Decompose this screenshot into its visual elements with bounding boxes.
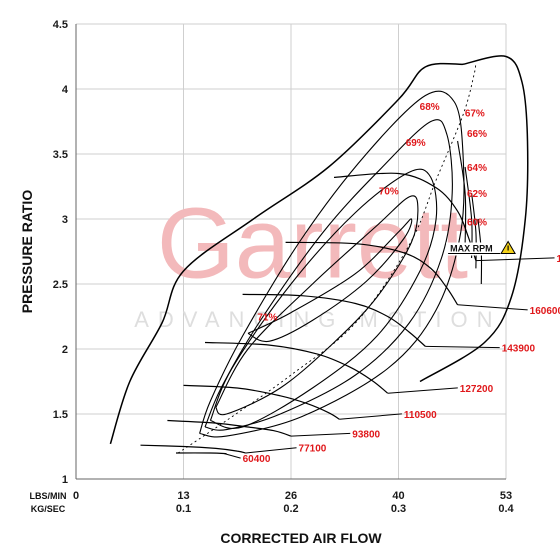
rpm-leader-line	[224, 453, 241, 459]
efficiency-island-70	[215, 195, 419, 416]
y-axis-title: PRESSURE RATIO	[19, 190, 35, 314]
rpm-leader-line	[457, 304, 528, 311]
chart-labels: 60400 77100 93800 110500 127200 143900 160600 1…	[243, 102, 560, 465]
x-tick-label-primary: 13	[177, 490, 189, 502]
rpm-label-60400: 60400	[243, 454, 271, 465]
rpm-leader-line	[339, 413, 402, 420]
surge-line	[109, 62, 464, 445]
map-lines	[109, 55, 555, 459]
efficiency-label-66: 66%	[467, 129, 487, 140]
y-tick-label: 1.5	[53, 409, 68, 421]
speed-line-93800	[167, 419, 292, 437]
x-tick-label-secondary: 0.3	[391, 503, 406, 515]
y-tick-label: 3	[62, 214, 68, 226]
max-rpm-label: MAX RPM	[450, 244, 493, 254]
x-tick-label-secondary: 0.1	[176, 503, 191, 515]
efficiency-label-60: 60%	[467, 218, 487, 229]
y-tick-label: 4.5	[53, 19, 68, 31]
efficiency-label-68: 68%	[420, 102, 440, 113]
rpm-label-177800: 177800	[557, 254, 560, 265]
rpm-label-143900: 143900	[502, 344, 536, 355]
speed-line-60400	[175, 452, 227, 455]
y-tick-label: 2.5	[53, 279, 68, 291]
max-rpm-bg	[446, 242, 507, 256]
efficiency-label-67: 67%	[465, 108, 485, 119]
x-tick-label-primary: 53	[500, 490, 512, 502]
x-unit-label-secondary: KG/SEC	[31, 504, 66, 514]
efficiency-label-70: 70%	[379, 186, 399, 197]
axes: 1 1.5 2 2.5 3 3.5 4 4.5 0 13 26 40 53 0.1 0.2 0.3 0.4 LBS…	[19, 19, 515, 546]
watermark-tagline: ADVANCING MOTION	[134, 307, 501, 332]
rpm-leader-line	[425, 345, 500, 349]
x-tick-label-primary: 40	[392, 490, 404, 502]
x-tick-label-primary: 26	[285, 490, 297, 502]
rpm-leader-line	[290, 432, 351, 437]
y-tick-label: 2	[62, 344, 68, 356]
peak-efficiency-line	[177, 62, 477, 454]
watermark-brand: Garrett	[157, 188, 468, 300]
x-axis-title: CORRECTED AIR FLOW	[220, 530, 382, 546]
watermark: Garrett ADVANCING MOTION	[134, 188, 501, 332]
y-tick-label: 4	[62, 84, 69, 96]
efficiency-label-64: 64%	[467, 163, 487, 174]
x-tick-label-primary: 0	[73, 490, 79, 502]
speed-line-160600	[285, 241, 459, 306]
efficiency-label-62: 62%	[467, 189, 487, 200]
speed-line-127200	[204, 341, 389, 394]
rpm-leader-line	[245, 447, 297, 454]
x-unit-label-primary: LBS/MIN	[30, 491, 67, 501]
rpm-label-77100: 77100	[299, 444, 327, 455]
rpm-leader-line	[475, 257, 555, 262]
rpm-label-160600: 160600	[530, 306, 560, 317]
speed-line-110500	[183, 384, 340, 420]
y-tick-label: 1	[62, 474, 68, 486]
choke-line	[419, 55, 529, 383]
efficiency-label-69: 69%	[406, 138, 426, 149]
x-tick-label-secondary: 0.2	[283, 503, 298, 515]
speed-line-177800	[333, 172, 477, 261]
rpm-leader-line	[387, 387, 458, 394]
rpm-label-127200: 127200	[460, 384, 494, 395]
efficiency-island-69	[209, 168, 438, 429]
efficiency-island-66	[457, 140, 467, 246]
speed-line-77100	[140, 444, 246, 454]
efficiency-island-67	[199, 90, 465, 438]
efficiency-island-68	[204, 119, 453, 431]
rpm-label-110500: 110500	[404, 410, 437, 421]
efficiency-island-71	[247, 218, 413, 343]
x-tick-label-secondary: 0.4	[498, 503, 514, 515]
speed-line-143900	[242, 293, 426, 347]
y-tick-label: 3.5	[53, 149, 68, 161]
rpm-label-93800: 93800	[352, 429, 380, 440]
efficiency-label-71: 71%	[257, 312, 277, 323]
